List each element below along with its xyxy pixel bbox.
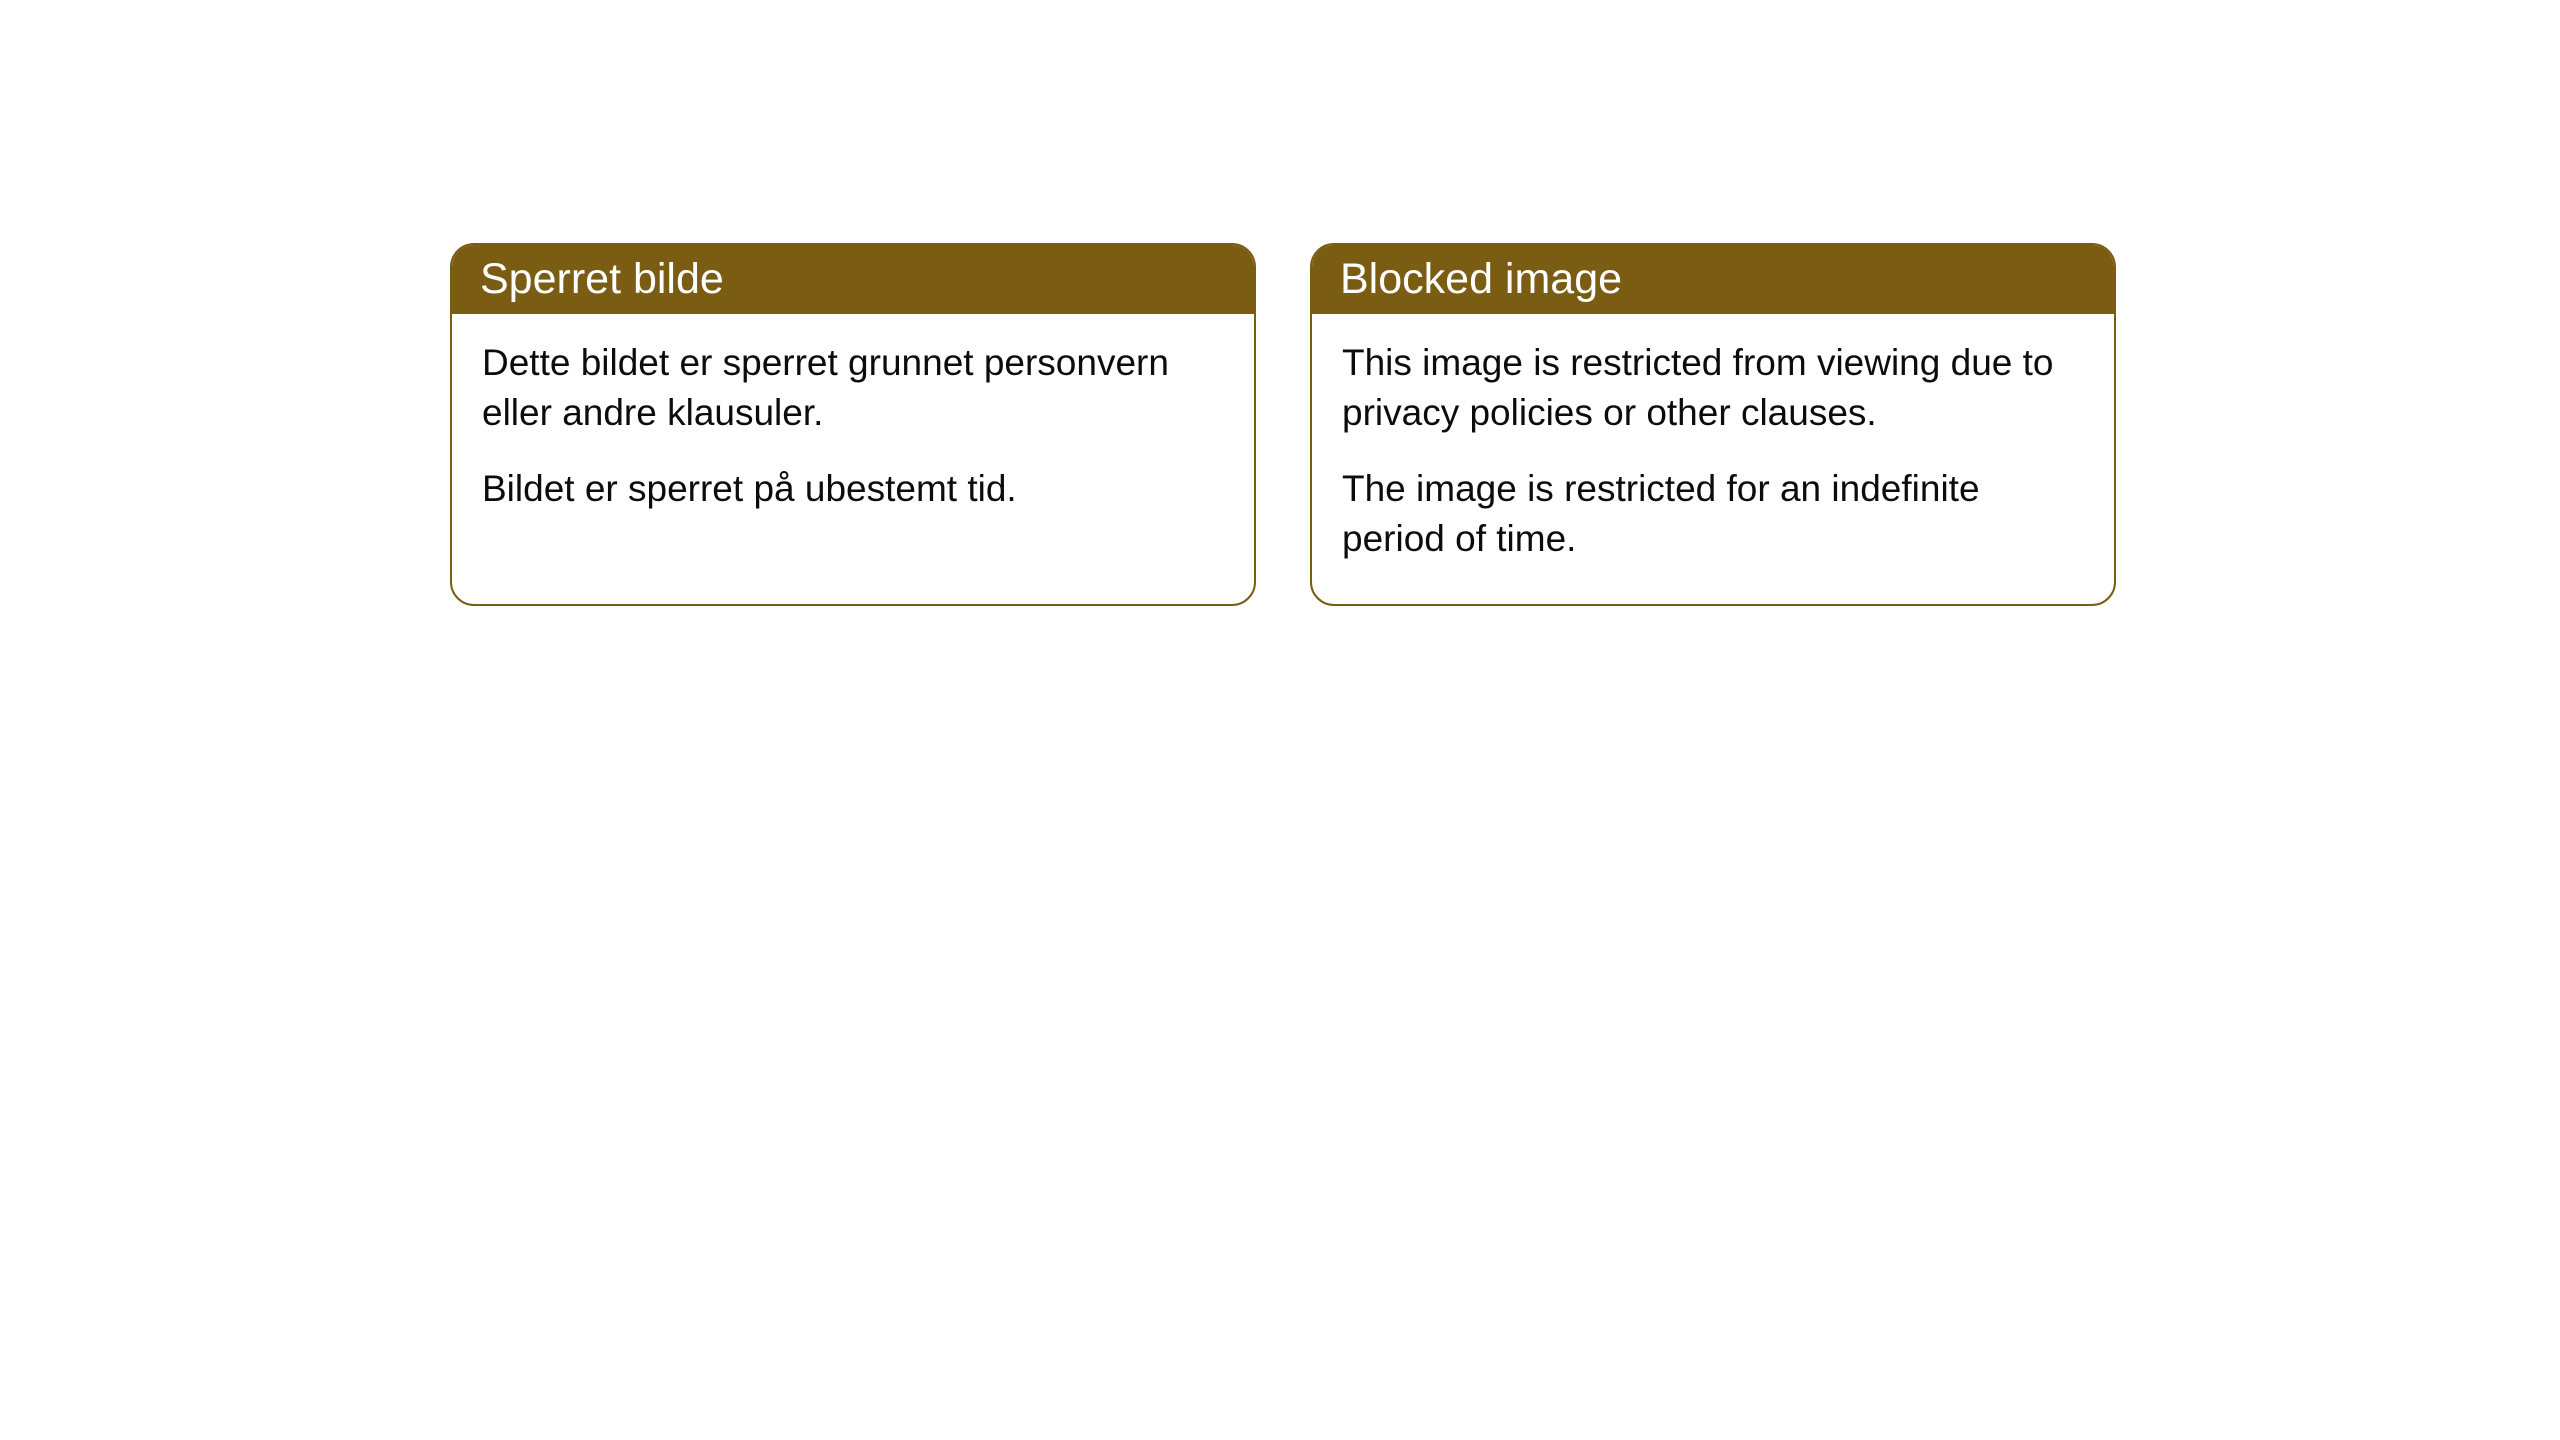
notice-card-body: Dette bildet er sperret grunnet personve… xyxy=(452,314,1254,554)
notice-card-title: Blocked image xyxy=(1340,255,1622,303)
notice-cards-container: Sperret bilde Dette bildet er sperret gr… xyxy=(450,243,2116,606)
notice-card-title: Sperret bilde xyxy=(480,255,724,303)
notice-card-paragraph: This image is restricted from viewing du… xyxy=(1342,338,2084,438)
notice-card-norwegian: Sperret bilde Dette bildet er sperret gr… xyxy=(450,243,1256,606)
notice-card-english: Blocked image This image is restricted f… xyxy=(1310,243,2116,606)
notice-card-body: This image is restricted from viewing du… xyxy=(1312,314,2114,604)
notice-card-header: Blocked image xyxy=(1312,245,2114,314)
notice-card-paragraph: Bildet er sperret på ubestemt tid. xyxy=(482,464,1224,514)
notice-card-header: Sperret bilde xyxy=(452,245,1254,314)
notice-card-paragraph: Dette bildet er sperret grunnet personve… xyxy=(482,338,1224,438)
notice-card-paragraph: The image is restricted for an indefinit… xyxy=(1342,464,2084,564)
